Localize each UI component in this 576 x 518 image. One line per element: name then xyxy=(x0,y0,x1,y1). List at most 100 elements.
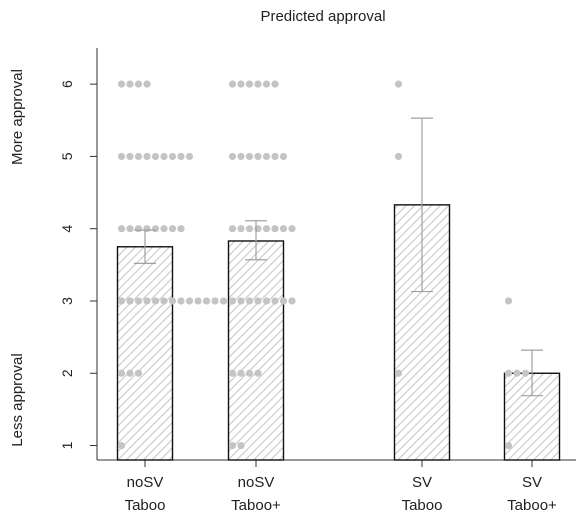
y-tick-label: 1 xyxy=(59,441,75,449)
data-point xyxy=(245,152,254,161)
data-point xyxy=(262,80,271,88)
y-axis-label-bottom: Less approval xyxy=(9,353,26,446)
data-point xyxy=(160,297,168,305)
y-tick-label: 4 xyxy=(59,225,75,233)
data-point xyxy=(271,225,279,233)
data-point xyxy=(394,369,403,377)
data-point xyxy=(185,297,194,305)
data-point xyxy=(134,225,143,233)
data-point xyxy=(288,225,296,233)
data-point xyxy=(126,369,134,377)
data-point xyxy=(254,80,262,88)
data-point xyxy=(228,80,237,88)
data-point xyxy=(117,297,126,305)
data-point xyxy=(151,297,160,305)
x-tick-label: noSV xyxy=(238,474,275,491)
data-point xyxy=(117,152,126,161)
x-tick-label: noSV xyxy=(127,474,164,491)
y-axis-label-top: More approval xyxy=(9,69,26,165)
data-point xyxy=(237,152,245,161)
data-point xyxy=(237,225,245,233)
data-point xyxy=(394,80,403,88)
data-point xyxy=(262,152,271,161)
data-point xyxy=(504,441,513,450)
data-point xyxy=(202,297,211,305)
data-point xyxy=(126,297,134,305)
data-point xyxy=(168,152,177,161)
data-point xyxy=(504,297,513,305)
data-point xyxy=(245,297,254,305)
data-point xyxy=(394,152,403,161)
data-point xyxy=(237,80,245,88)
x-tick-label: Taboo xyxy=(125,497,166,514)
data-point xyxy=(177,152,185,161)
x-tick-label: SV xyxy=(412,474,432,491)
data-point xyxy=(271,152,279,161)
bar xyxy=(116,246,174,461)
data-point xyxy=(168,297,177,305)
data-point xyxy=(160,225,168,233)
data-point xyxy=(254,152,262,161)
data-point xyxy=(134,80,143,88)
data-point xyxy=(271,297,279,305)
data-point xyxy=(228,297,237,305)
data-point xyxy=(279,297,288,305)
data-point xyxy=(288,297,296,305)
data-point xyxy=(228,369,237,377)
data-point xyxy=(237,297,245,305)
data-point xyxy=(160,152,168,161)
data-point xyxy=(245,80,254,88)
data-point xyxy=(143,297,151,305)
data-point xyxy=(211,297,219,305)
data-point xyxy=(254,297,262,305)
x-tick-label: SV xyxy=(522,474,542,491)
bar xyxy=(227,240,285,461)
data-point xyxy=(194,297,202,305)
data-point xyxy=(271,80,279,88)
data-point xyxy=(521,369,530,377)
chart-title: Predicted approval xyxy=(260,8,385,25)
data-point xyxy=(117,80,126,88)
data-point xyxy=(262,225,271,233)
data-point xyxy=(279,225,288,233)
data-point xyxy=(504,369,513,377)
data-point xyxy=(151,152,160,161)
y-tick-label: 3 xyxy=(59,297,75,305)
data-point xyxy=(254,369,262,377)
y-tick-label: 2 xyxy=(59,369,75,377)
data-point xyxy=(185,152,194,161)
data-point xyxy=(177,297,185,305)
x-tick-label: Taboo+ xyxy=(507,497,557,514)
data-point xyxy=(168,225,177,233)
data-point xyxy=(513,369,521,377)
y-tick-label: 6 xyxy=(59,80,75,88)
data-point xyxy=(279,152,288,161)
data-point xyxy=(117,369,126,377)
data-point xyxy=(262,297,271,305)
y-tick-label: 5 xyxy=(59,152,75,160)
data-point xyxy=(228,225,237,233)
data-point xyxy=(143,152,151,161)
x-tick-label: Taboo+ xyxy=(231,497,281,514)
data-point xyxy=(237,441,245,450)
data-point xyxy=(237,369,245,377)
data-point xyxy=(151,225,160,233)
data-point xyxy=(245,369,254,377)
data-point xyxy=(126,152,134,161)
x-tick-label: Taboo xyxy=(402,497,443,514)
data-point xyxy=(117,441,126,450)
data-point xyxy=(134,152,143,161)
data-point xyxy=(134,297,143,305)
data-point xyxy=(117,225,126,233)
data-point xyxy=(219,297,228,305)
data-point xyxy=(126,80,134,88)
data-point xyxy=(177,225,185,233)
data-point xyxy=(126,225,134,233)
data-point xyxy=(134,369,143,377)
data-point xyxy=(228,152,237,161)
data-point xyxy=(228,441,237,450)
data-point xyxy=(143,80,151,88)
data-point xyxy=(245,225,254,233)
